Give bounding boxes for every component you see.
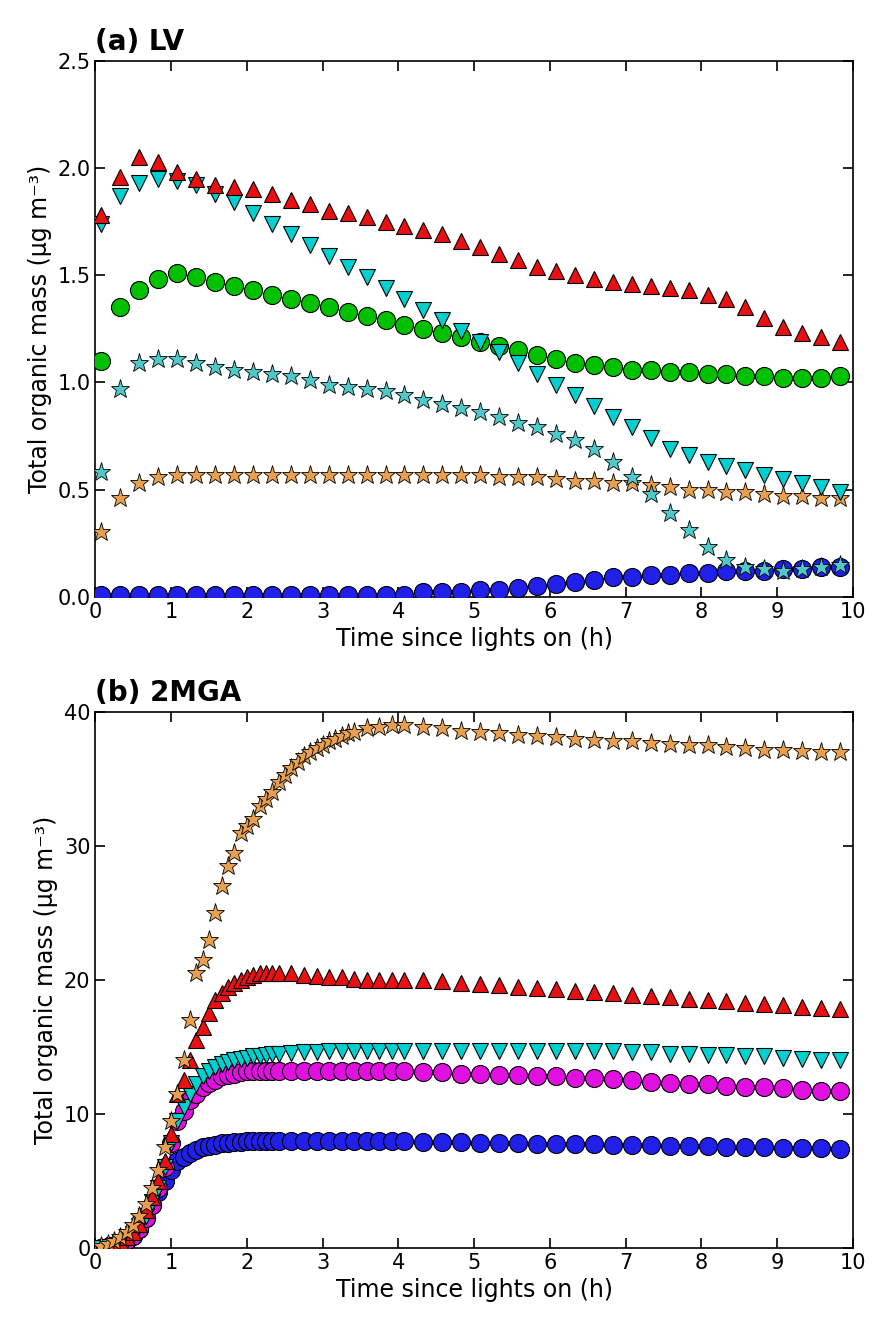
Text: (b) 2MGA: (b) 2MGA (96, 678, 241, 706)
Y-axis label: Total organic mass (μg m⁻³): Total organic mass (μg m⁻³) (28, 165, 52, 493)
X-axis label: Time since lights on (h): Time since lights on (h) (335, 1278, 612, 1302)
Y-axis label: Total organic mass (μg m⁻³): Total organic mass (μg m⁻³) (34, 815, 58, 1144)
Text: (a) LV: (a) LV (96, 28, 184, 56)
X-axis label: Time since lights on (h): Time since lights on (h) (335, 628, 612, 652)
